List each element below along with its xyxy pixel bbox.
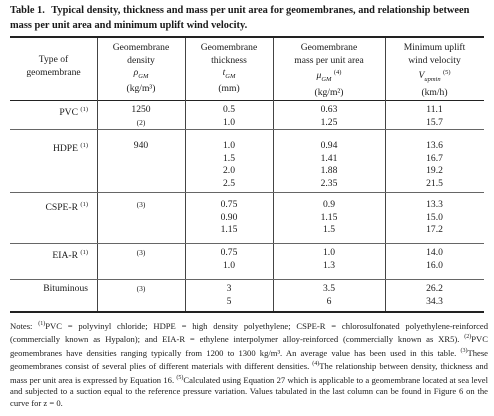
table-row-type: CSPE-R (1) xyxy=(45,201,88,214)
header-unit: (mm) xyxy=(218,83,240,95)
header-unit: (kg/m²) xyxy=(314,86,344,98)
cell-density: (3) xyxy=(136,200,146,209)
note-2: PVC geomembranes have densities ranging … xyxy=(10,334,488,358)
cell-thickness: 0.75 0.90 1.15 xyxy=(220,199,238,235)
cell-thickness: 1.0 1.5 2.0 2.5 xyxy=(223,140,235,189)
header-thickness: Geomembrane thickness tGM (mm) xyxy=(185,42,273,96)
header-line1: Type of xyxy=(38,54,69,65)
header-symbol: ρGM xyxy=(133,67,149,80)
table-title: Typical density, thickness and mass per … xyxy=(10,5,470,31)
cell-velocity: 26.2 34.3 xyxy=(426,283,443,307)
cell-velocity: 13.3 15.0 17.2 xyxy=(426,199,443,235)
column-divider xyxy=(273,38,274,311)
header-line2: mass per unit area xyxy=(294,54,364,66)
table-row-type: HDPE (1) xyxy=(52,142,88,155)
header-line2: wind velocity xyxy=(408,54,461,66)
notes-prefix: Notes: xyxy=(10,320,33,331)
table-row-type: PVC (1) xyxy=(59,106,88,119)
bottom-rule xyxy=(10,311,484,313)
header-velocity: Minimum uplift wind velocity Vupmin (5) … xyxy=(385,42,484,99)
header-line1: Geomembrane xyxy=(200,42,258,53)
row-divider xyxy=(10,192,484,193)
header-symbol: Vupmin (5) xyxy=(418,69,451,84)
cell-mass: 0.9 1.15 1.5 xyxy=(320,199,338,235)
cell-velocity: 13.6 16.7 19.2 21.5 xyxy=(426,140,443,189)
header-line2: thickness xyxy=(211,54,247,66)
header-line1: Geomembrane xyxy=(300,42,358,53)
note-5: Calculated using Equation 27 which is ap… xyxy=(10,374,488,408)
column-divider xyxy=(385,38,386,311)
cell-thickness: 0.75 1.0 xyxy=(220,247,238,271)
cell-velocity: 14.0 16.0 xyxy=(426,247,443,271)
header-line1: Geomembrane xyxy=(112,42,170,53)
header-rule xyxy=(10,100,484,101)
table-label: Table 1. xyxy=(10,5,45,16)
cell-density: 940 xyxy=(133,140,149,151)
cell-mass: 0.63 1.25 xyxy=(320,104,338,128)
header-mass: Geomembrane mass per unit area μGM (4) (… xyxy=(273,42,385,99)
cell-thickness: 0.5 1.0 xyxy=(223,104,235,128)
header-symbol: μGM (4) xyxy=(316,69,342,84)
column-divider xyxy=(97,38,98,311)
table-row-type: Bituminous xyxy=(43,283,88,294)
header-density: Geomembrane density ρGM (kg/m³) xyxy=(97,42,185,96)
cell-density: (3) xyxy=(136,248,146,257)
cell-velocity: 11.1 15.7 xyxy=(426,104,443,128)
header-line2: geomembrane xyxy=(26,66,81,78)
top-rule xyxy=(10,36,484,38)
header-unit: (km/h) xyxy=(421,86,448,98)
table-row-type: EIA-R (1) xyxy=(52,249,88,262)
table-notes: Notes: (1)PVC = polyvinyl chloride; HDPE… xyxy=(10,320,488,408)
column-divider xyxy=(185,38,186,311)
header-symbol: tGM xyxy=(222,67,236,80)
note-1: PVC = polyvinyl chloride; HDPE = high de… xyxy=(10,320,488,345)
cell-density: (3) xyxy=(136,284,146,293)
header-unit: (kg/m³) xyxy=(126,83,156,95)
header-line1: Minimum uplift xyxy=(403,42,466,53)
header-type: Type of geomembrane xyxy=(10,54,97,79)
note-3: These geomembranes consist of several pl… xyxy=(10,347,488,372)
header-line2: density xyxy=(127,54,155,66)
cell-mass: 3.5 6 xyxy=(323,283,335,307)
cell-mass: 1.0 1.3 xyxy=(323,247,335,271)
cell-mass: 0.94 1.41 1.88 2.35 xyxy=(320,140,338,189)
row-divider xyxy=(10,279,484,280)
cell-density: 1250 (2) xyxy=(131,104,151,127)
note-4: The relationship between density, thickn… xyxy=(10,361,488,385)
row-divider xyxy=(10,243,484,244)
table-caption: Table 1. Typical density, thickness and … xyxy=(10,3,486,33)
row-divider xyxy=(10,129,484,130)
